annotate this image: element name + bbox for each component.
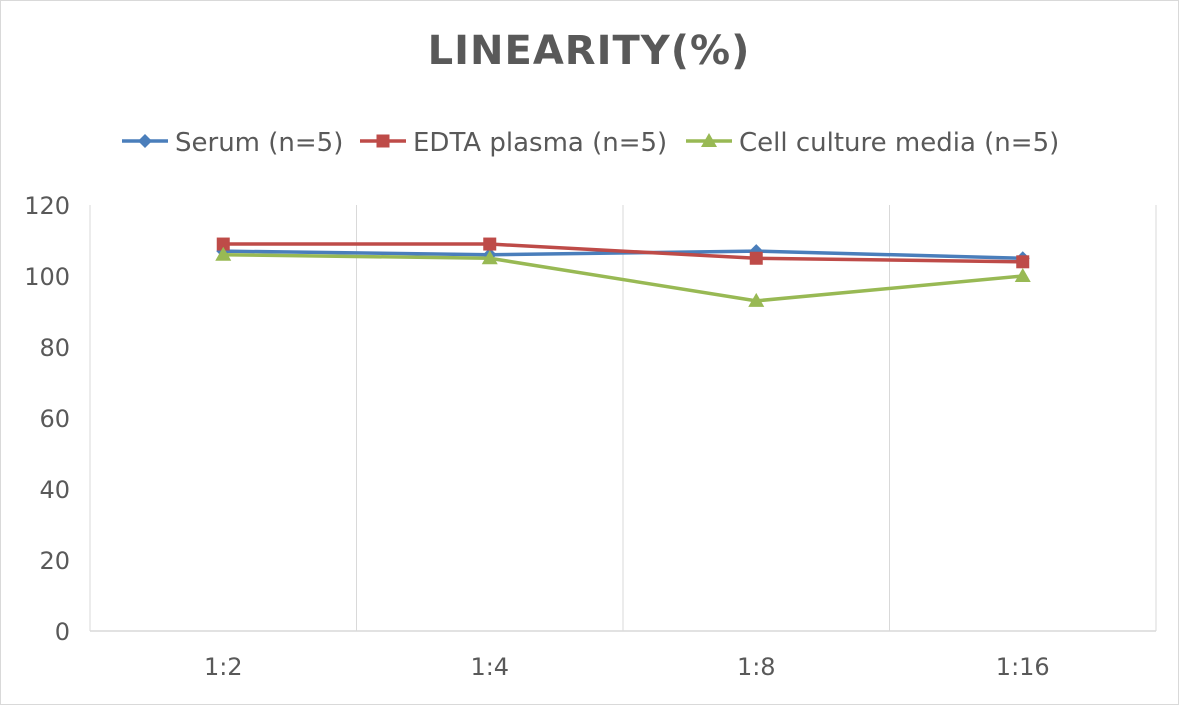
- y-axis: 0 20 40 60 80 100 120: [24, 192, 70, 646]
- data-point: [1014, 268, 1031, 282]
- data-point: [216, 237, 230, 251]
- data-point: [481, 250, 498, 265]
- series-line: [223, 242, 1023, 264]
- y-tick-label: 60: [39, 405, 70, 433]
- legend-marker: [138, 134, 152, 148]
- y-tick-label: 40: [39, 476, 70, 504]
- y-tick-label: 0: [55, 618, 70, 646]
- series-2: [215, 246, 1031, 307]
- y-tick-label: 80: [39, 334, 70, 362]
- legend-marker: [701, 133, 717, 147]
- data-point: [483, 237, 497, 251]
- x-axis: 1:2 1:4 1:8 1:16: [204, 653, 1050, 681]
- x-tick-label: 1:4: [470, 653, 509, 681]
- x-tick-label: 1:16: [996, 653, 1050, 681]
- y-tick-label: 20: [39, 547, 70, 575]
- y-tick-label: 120: [24, 192, 70, 220]
- x-tick-label: 1:2: [204, 653, 243, 681]
- y-tick-label: 100: [24, 263, 70, 291]
- series-line: [223, 249, 1023, 260]
- legend-label: EDTA plasma (n=5): [413, 128, 667, 158]
- data-point: [215, 246, 232, 261]
- chart-title: LINEARITY(%): [428, 28, 751, 74]
- series-line: [223, 252, 1023, 303]
- series-group: [215, 237, 1031, 307]
- legend-marker: [376, 134, 390, 148]
- gridlines: [89, 205, 1157, 632]
- x-tick-label: 1:8: [737, 653, 776, 681]
- legend: Serum (n=5) EDTA plasma (n=5) Cell culture…: [122, 128, 1059, 158]
- legend-label: Serum (n=5): [175, 128, 343, 158]
- data-point: [748, 292, 765, 307]
- series-1: [216, 237, 1030, 269]
- data-point: [749, 251, 763, 265]
- data-point: [1016, 255, 1030, 269]
- legend-label: Cell culture media (n=5): [739, 128, 1059, 158]
